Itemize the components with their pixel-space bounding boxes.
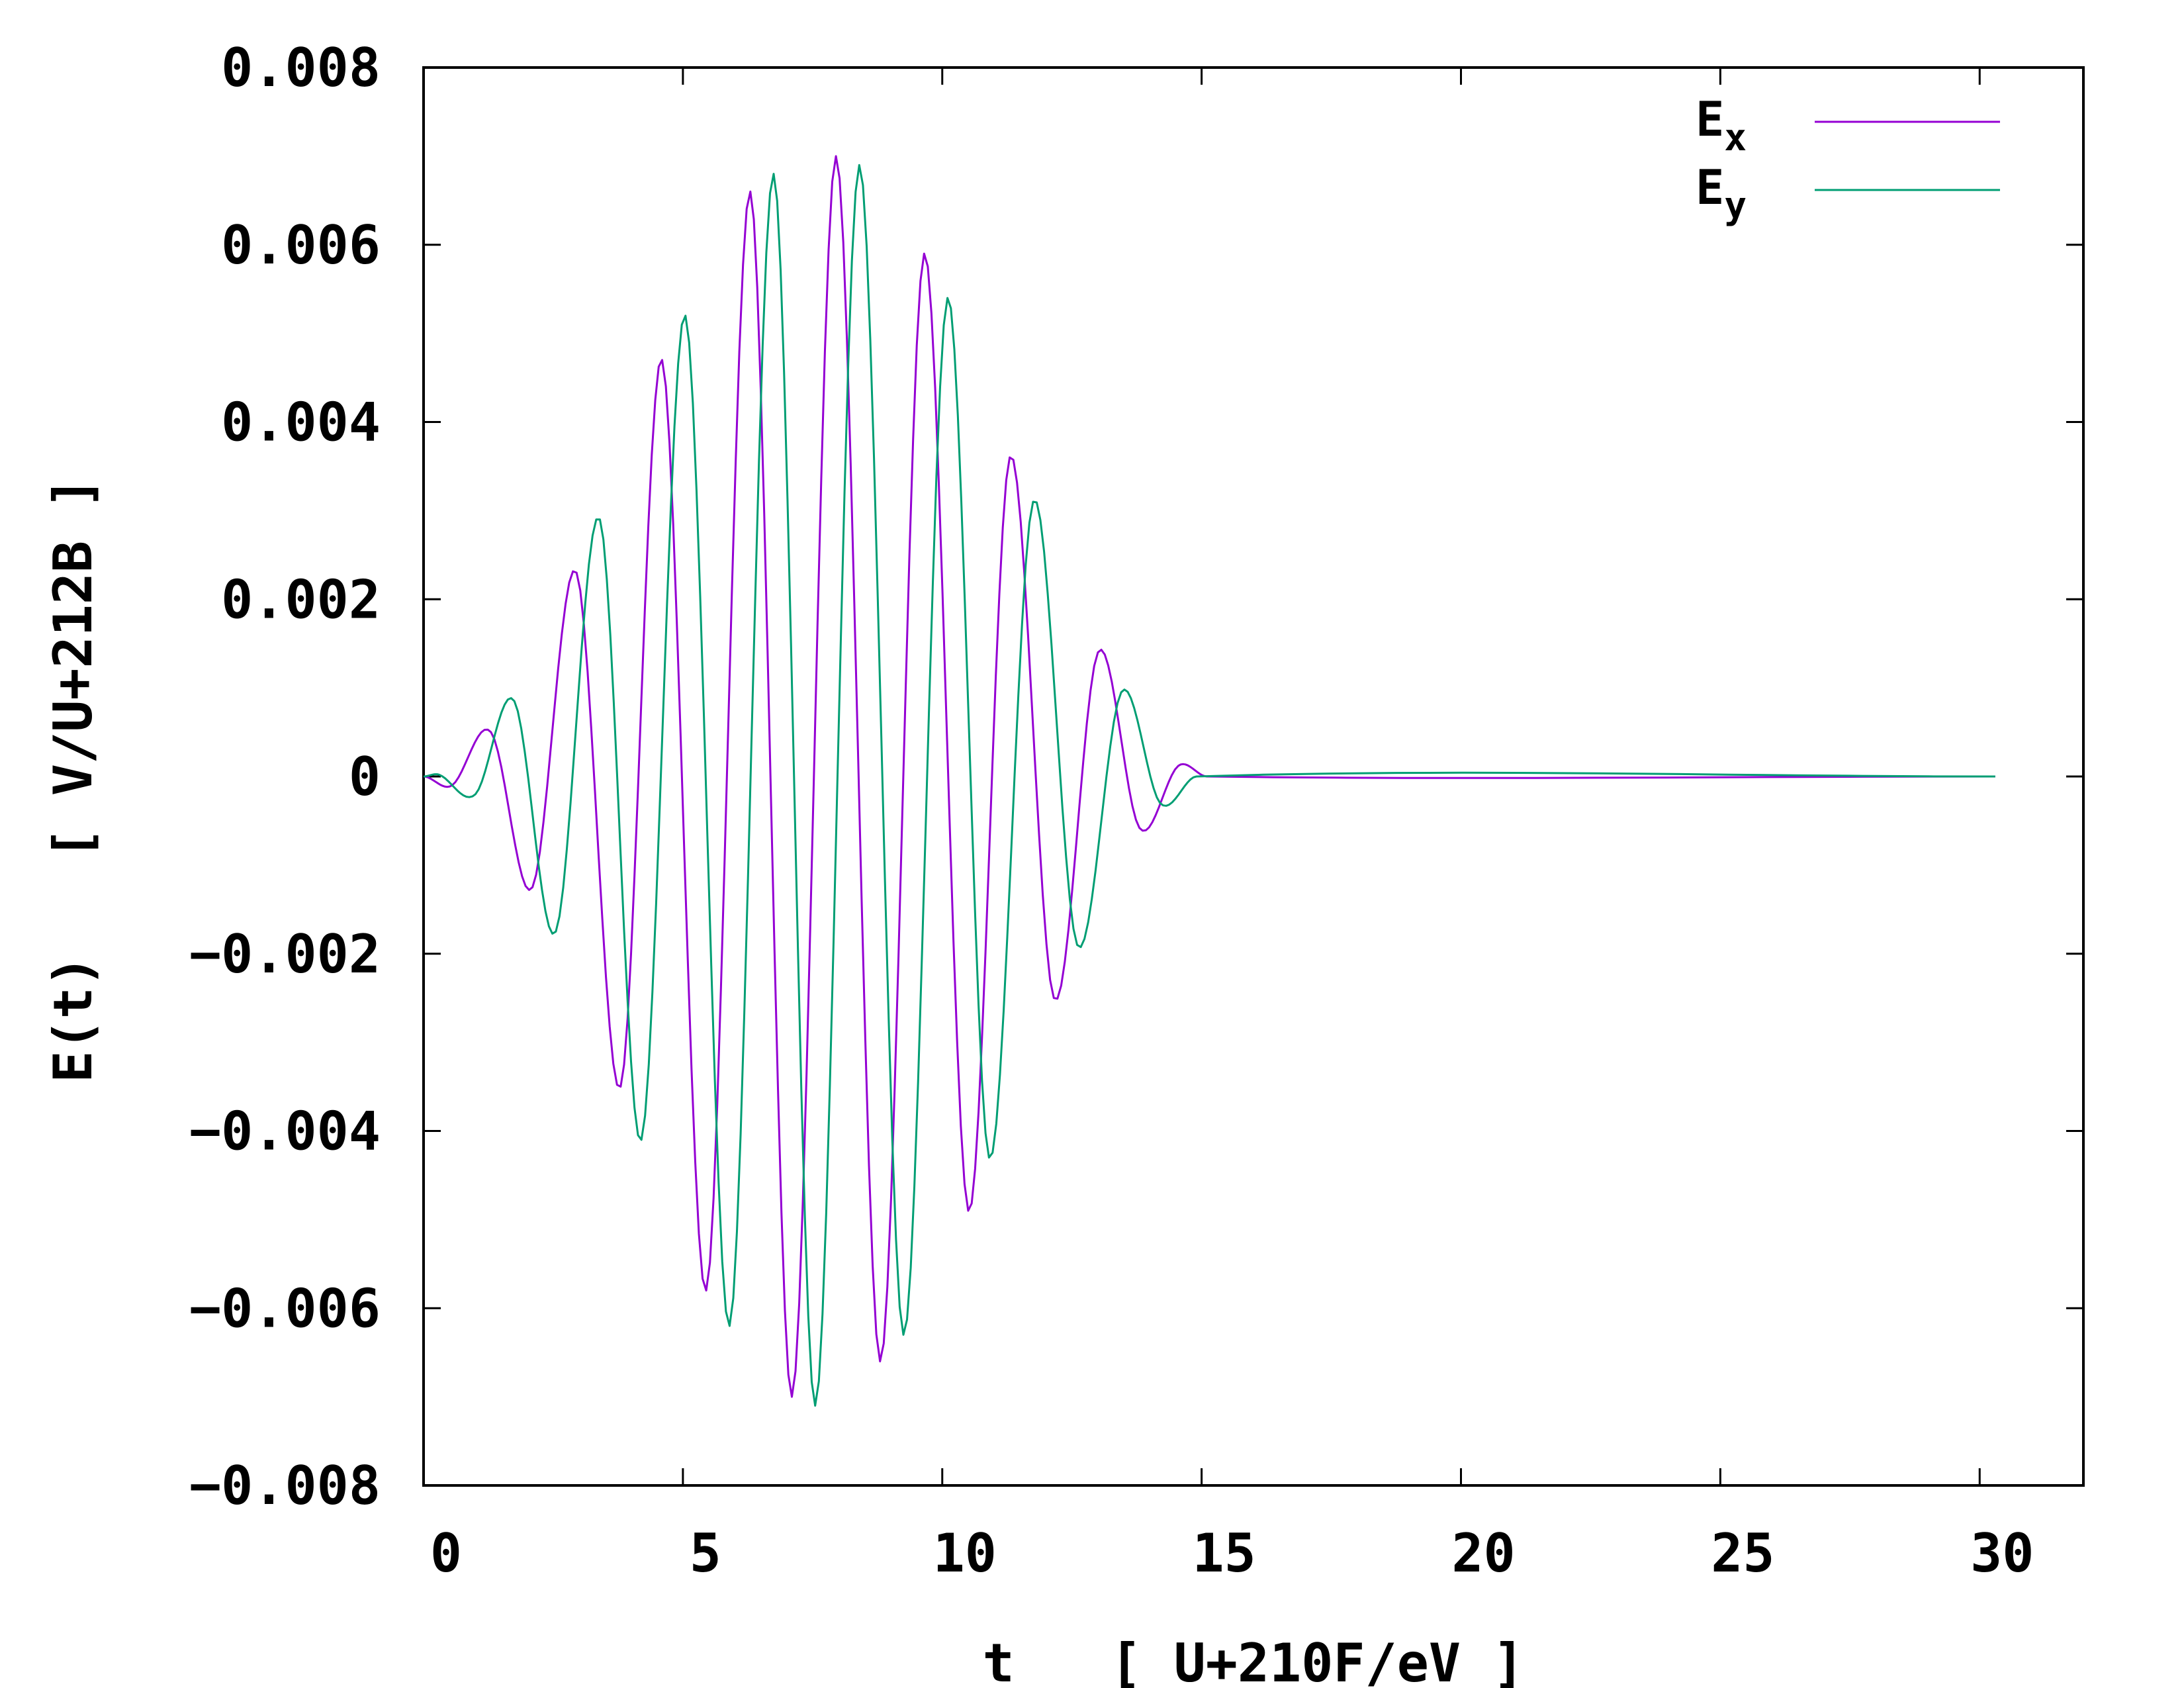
y-tick-label: 0.008: [221, 37, 381, 99]
y-tick-label: −0.006: [189, 1278, 381, 1339]
x-tick-label: 10: [933, 1523, 997, 1584]
legend-label-ey: Ey: [1696, 160, 1747, 228]
x-tick-label: 30: [1970, 1523, 2034, 1584]
legend-label-ex: Ex: [1696, 91, 1747, 160]
tick-marks: [422, 66, 2083, 1487]
y-tick-label: −0.008: [189, 1455, 381, 1517]
x-axis-title: t [ U+210F/eV ]: [983, 1632, 1525, 1688]
tick-labels: 0 5 10 15 20 25 30 −0.008 −0.006 −0.004 −0.002 0 0.0…: [189, 37, 2034, 1584]
y-tick-label: 0: [349, 746, 381, 808]
x-tick-label: 0: [430, 1523, 462, 1584]
x-tick-label: 25: [1711, 1523, 1774, 1584]
y-tick-label: 0.004: [221, 392, 381, 453]
legend: Ex Ey: [1696, 91, 2000, 228]
x-tick-label: 15: [1192, 1523, 1255, 1584]
y-tick-label: 0.002: [221, 569, 381, 630]
series-line-ey: [423, 164, 1995, 1407]
y-tick-label: −0.004: [189, 1101, 381, 1162]
y-tick-label: 0.006: [221, 214, 381, 276]
x-tick-label: 5: [690, 1523, 721, 1584]
y-tick-label: −0.002: [189, 923, 381, 985]
series-line-ex: [423, 155, 1995, 1398]
x-tick-label: 20: [1451, 1523, 1515, 1584]
series-lines: [423, 155, 1995, 1407]
y-axis-title: E(t) [ V/U+212B ]: [42, 477, 104, 1082]
